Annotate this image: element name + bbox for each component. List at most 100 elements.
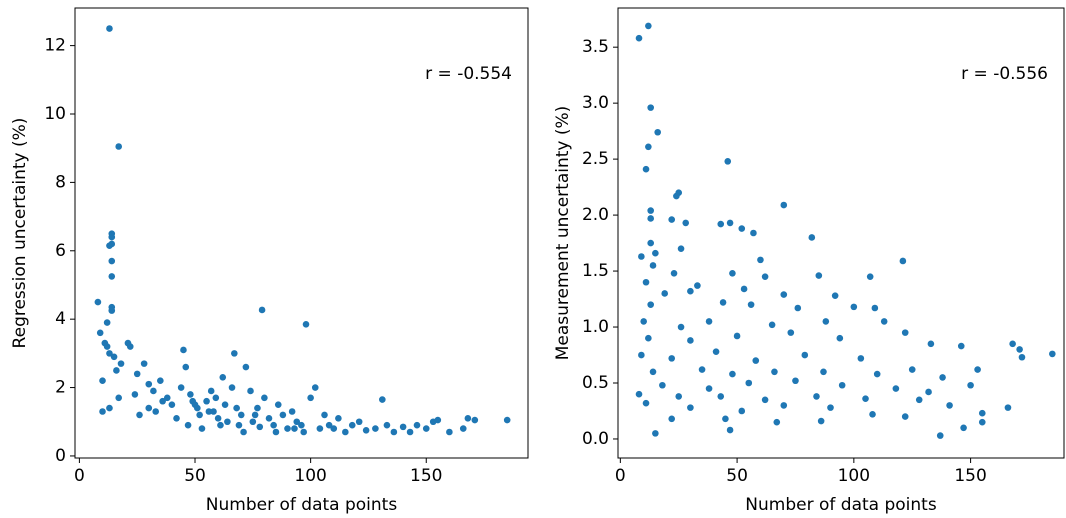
- point: [228, 384, 236, 391]
- point: [379, 396, 386, 403]
- point: [649, 368, 657, 376]
- point: [668, 355, 676, 362]
- y-tick-label: 10: [44, 104, 66, 124]
- point: [362, 427, 370, 434]
- point: [675, 393, 683, 400]
- point: [915, 396, 923, 404]
- point: [214, 415, 222, 422]
- point: [150, 387, 157, 395]
- point: [1016, 346, 1023, 353]
- point: [722, 415, 729, 423]
- point: [173, 415, 180, 422]
- point: [925, 388, 932, 396]
- y-tick-label: 4: [55, 309, 66, 329]
- point: [194, 404, 201, 412]
- point: [390, 428, 398, 436]
- point: [740, 285, 748, 293]
- point: [307, 394, 314, 402]
- point: [738, 407, 746, 415]
- point: [640, 318, 647, 325]
- point: [168, 401, 176, 408]
- point: [752, 357, 760, 364]
- point: [342, 428, 349, 436]
- x-tick-label: 0: [74, 466, 85, 486]
- point: [434, 416, 442, 424]
- x-tick-label: 150: [410, 466, 442, 486]
- point: [212, 394, 220, 402]
- point: [224, 418, 231, 426]
- point: [729, 370, 736, 378]
- point: [231, 350, 238, 357]
- point: [335, 415, 342, 422]
- point: [205, 408, 213, 415]
- point: [187, 391, 194, 398]
- point: [780, 201, 788, 209]
- point: [946, 402, 953, 409]
- point: [831, 292, 839, 299]
- point: [738, 225, 746, 232]
- point: [115, 394, 123, 402]
- point: [873, 370, 881, 378]
- point: [747, 301, 755, 308]
- y-tick-label: 2.0: [582, 205, 609, 225]
- point: [270, 421, 277, 429]
- point: [960, 424, 967, 432]
- point: [126, 343, 134, 350]
- point: [348, 421, 356, 429]
- point: [638, 351, 645, 359]
- point: [939, 374, 946, 381]
- point: [96, 329, 104, 337]
- point: [808, 234, 816, 241]
- point: [659, 381, 666, 389]
- point: [866, 273, 874, 280]
- point: [1004, 404, 1012, 411]
- point: [145, 380, 153, 388]
- point: [677, 245, 685, 252]
- point: [654, 128, 661, 136]
- point: [372, 425, 379, 432]
- point: [645, 334, 652, 342]
- point: [159, 397, 166, 405]
- point: [712, 348, 720, 355]
- point: [302, 320, 310, 328]
- x-axis-label: Number of data points: [206, 495, 398, 515]
- point: [265, 415, 273, 422]
- point: [733, 332, 741, 340]
- point: [180, 346, 187, 354]
- point: [787, 329, 795, 336]
- point: [792, 377, 799, 385]
- point: [1018, 353, 1026, 361]
- y-tick-label: 8: [55, 172, 66, 192]
- point: [978, 409, 986, 417]
- point: [235, 421, 243, 429]
- point: [288, 408, 296, 415]
- point: [705, 318, 713, 325]
- point: [203, 397, 210, 405]
- point: [687, 337, 694, 344]
- point: [182, 363, 190, 371]
- x-tick-label: 0: [615, 466, 626, 486]
- point: [668, 415, 676, 423]
- point: [869, 411, 876, 418]
- point: [198, 425, 206, 432]
- point: [108, 233, 116, 241]
- point: [115, 143, 123, 150]
- y-tick-label: 3.5: [582, 37, 609, 57]
- point: [726, 426, 734, 434]
- point: [761, 273, 769, 280]
- x-axis-label: Number of data points: [745, 495, 937, 515]
- point: [642, 165, 650, 173]
- point: [857, 355, 865, 362]
- point: [459, 425, 467, 432]
- point: [827, 404, 834, 411]
- point: [936, 432, 944, 439]
- point: [978, 418, 986, 426]
- point: [117, 360, 125, 367]
- point: [773, 418, 781, 426]
- point: [300, 428, 307, 436]
- point: [745, 379, 753, 387]
- point: [99, 408, 106, 415]
- point: [638, 253, 645, 260]
- point: [237, 411, 245, 419]
